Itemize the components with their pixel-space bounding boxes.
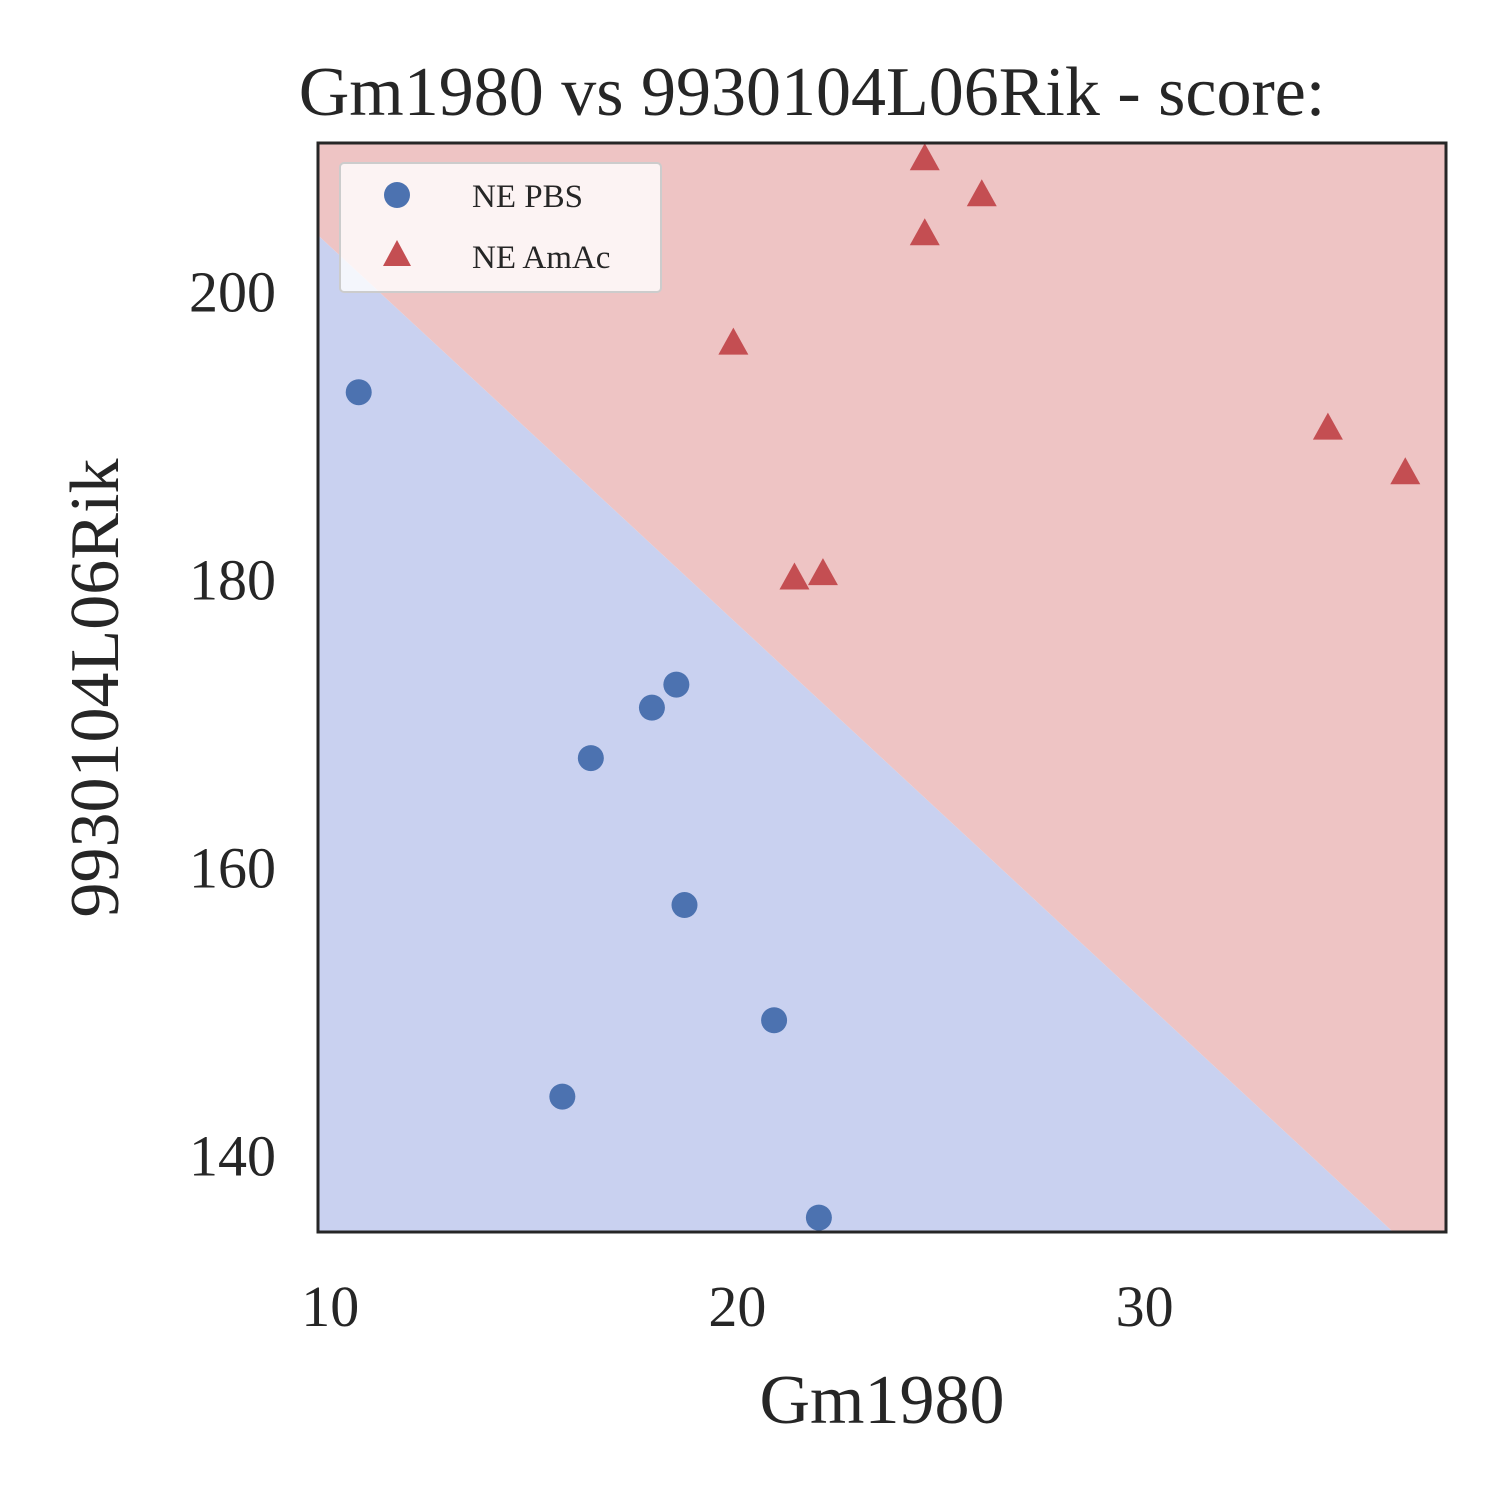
region-ne-pbs	[318, 235, 1446, 1232]
y-tick-label: 180	[189, 547, 276, 612]
y-tick-label: 160	[189, 836, 276, 901]
point-ne-amac	[807, 558, 838, 586]
y-tick-label: 140	[189, 1124, 276, 1189]
x-tick-label: 10	[301, 1274, 359, 1339]
x-tick-label: 30	[1116, 1274, 1174, 1339]
legend-label-ne-amac: NE AmAc	[472, 240, 610, 276]
point-ne-amac	[909, 143, 940, 171]
point-ne-pbs	[345, 379, 372, 406]
point-ne-amac	[779, 562, 810, 590]
point-ne-pbs	[663, 671, 690, 698]
x-axis-label: Gm1980	[760, 1362, 1005, 1439]
point-ne-amac	[1312, 412, 1343, 440]
point-ne-pbs	[761, 1007, 788, 1034]
legend-box	[339, 162, 662, 293]
chart-title: Gm1980 vs 9930104L06Rik - score:	[299, 54, 1326, 131]
point-ne-pbs	[671, 892, 698, 919]
region-ne-amac	[318, 143, 1446, 1232]
point-ne-amac	[909, 218, 940, 246]
point-ne-pbs	[549, 1083, 576, 1110]
point-ne-amac	[966, 179, 997, 207]
point-ne-pbs	[638, 694, 665, 721]
y-axis-label: 9930104L06Rik	[57, 459, 134, 918]
legend-marker-ne-pbs	[384, 182, 410, 208]
legend: NE PBS NE AmAc	[339, 162, 662, 293]
data-points	[345, 143, 1421, 1231]
y-tick-labels: 140 160 180 200	[189, 259, 276, 1188]
point-ne-amac	[718, 327, 749, 355]
legend-label-ne-pbs: NE PBS	[472, 179, 583, 215]
legend-marker-ne-amac	[383, 240, 411, 266]
point-ne-pbs	[805, 1204, 832, 1231]
x-tick-labels: 10 20 30	[301, 1274, 1173, 1339]
point-ne-pbs	[577, 745, 604, 772]
point-ne-amac	[1390, 457, 1421, 485]
plot-frame	[316, 141, 1448, 1234]
y-tick-label: 200	[189, 259, 276, 324]
x-tick-label: 20	[708, 1274, 766, 1339]
